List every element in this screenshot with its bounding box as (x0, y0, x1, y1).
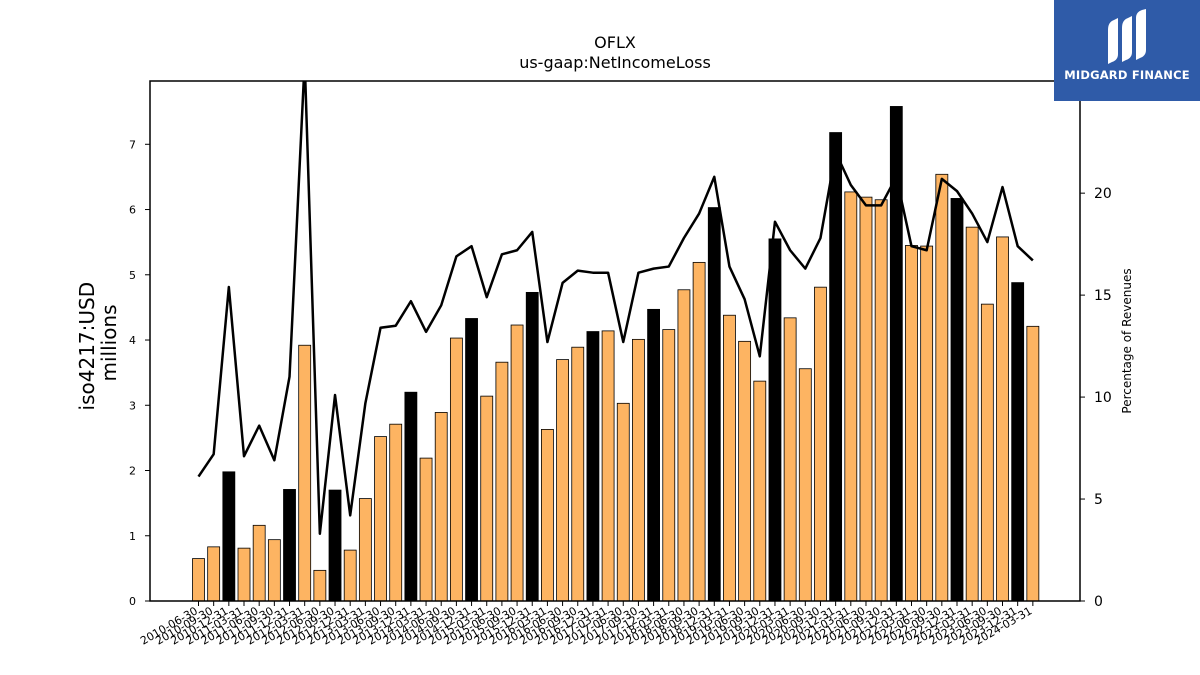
bar (586, 331, 600, 602)
bar (677, 289, 691, 602)
bar (207, 546, 221, 602)
bar (783, 317, 797, 602)
bar (541, 429, 554, 602)
bar (1011, 282, 1025, 602)
percentage-line (197, 81, 1034, 535)
bar (510, 324, 524, 602)
bar (738, 340, 752, 602)
y2-tick-label: 15 (1094, 288, 1112, 304)
bar (905, 245, 918, 602)
y2-tick-label: 20 (1094, 186, 1112, 202)
bar (419, 457, 433, 602)
bar (434, 412, 448, 602)
bar (647, 308, 660, 602)
y-tick-label: 3 (129, 399, 136, 412)
bar (753, 380, 767, 602)
y-axis-label: iso4217:USD millions (75, 276, 121, 411)
bar (616, 402, 630, 602)
y-tick-label: 2 (129, 465, 136, 478)
bar (389, 423, 403, 602)
bar (601, 330, 615, 602)
y-axis-ticks: 0 1 2 3 4 5 6 7 (129, 138, 150, 608)
bar (859, 196, 873, 602)
bar (328, 489, 342, 602)
percentage-line-group (197, 81, 1034, 535)
bar (449, 337, 463, 602)
bar (480, 395, 494, 602)
bar (996, 236, 1009, 602)
plot-frame (149, 80, 1081, 602)
chart-title: OFLX (594, 33, 636, 52)
y-tick-label: 1 (129, 530, 136, 543)
bar (343, 549, 357, 602)
bar (844, 191, 858, 602)
bar (707, 207, 721, 602)
bar (495, 361, 509, 602)
logo-text: MIDGARD FINANCE (1064, 68, 1190, 82)
y2-axis-label: Percentage of Revenues (1120, 268, 1134, 413)
bar (237, 547, 251, 602)
y-axis-label-currency: iso4217:USD (75, 282, 99, 411)
bar (374, 436, 387, 602)
bar (192, 558, 205, 602)
bar (965, 226, 979, 602)
bar (798, 368, 812, 602)
bar (1026, 325, 1040, 602)
bar (525, 291, 539, 602)
y-tick-label: 6 (129, 204, 136, 217)
bar (556, 359, 569, 602)
y-tick-label: 7 (129, 138, 136, 151)
y2-tick-label: 10 (1094, 390, 1112, 406)
y2-axis-ticks: 0510152025 (1080, 84, 1112, 610)
bar (222, 471, 236, 602)
bar (252, 524, 266, 602)
bar (571, 346, 585, 602)
bar (283, 489, 296, 602)
y-tick-label: 5 (129, 269, 136, 282)
bar (358, 498, 372, 602)
bar (267, 539, 281, 602)
x-axis-ticks: 2010-06-302010-09-302010-12-312011-03-31… (138, 601, 1034, 648)
bar (465, 318, 478, 602)
bar (920, 245, 934, 602)
bar (814, 286, 827, 602)
bar (662, 329, 676, 602)
y-axis-label-unit: millions (97, 304, 121, 381)
bar (313, 569, 327, 602)
y-tick-label: 4 (129, 334, 136, 347)
bar (632, 338, 645, 602)
bar (723, 314, 736, 602)
bar (935, 173, 949, 602)
bar (829, 132, 843, 602)
bar (404, 391, 418, 602)
bar (950, 198, 964, 602)
chart-subtitle: us-gaap:NetIncomeLoss (519, 53, 711, 72)
midgard-logo-icon (1108, 9, 1146, 64)
bar (768, 238, 782, 602)
bar (874, 199, 888, 602)
y2-tick-label: 0 (1094, 594, 1103, 610)
bar (980, 303, 994, 602)
y2-tick-label: 5 (1094, 492, 1103, 508)
y-tick-label: 0 (129, 595, 136, 608)
bar (298, 344, 312, 602)
midgard-finance-logo: MIDGARD FINANCE (1054, 0, 1200, 101)
bar (692, 261, 706, 602)
